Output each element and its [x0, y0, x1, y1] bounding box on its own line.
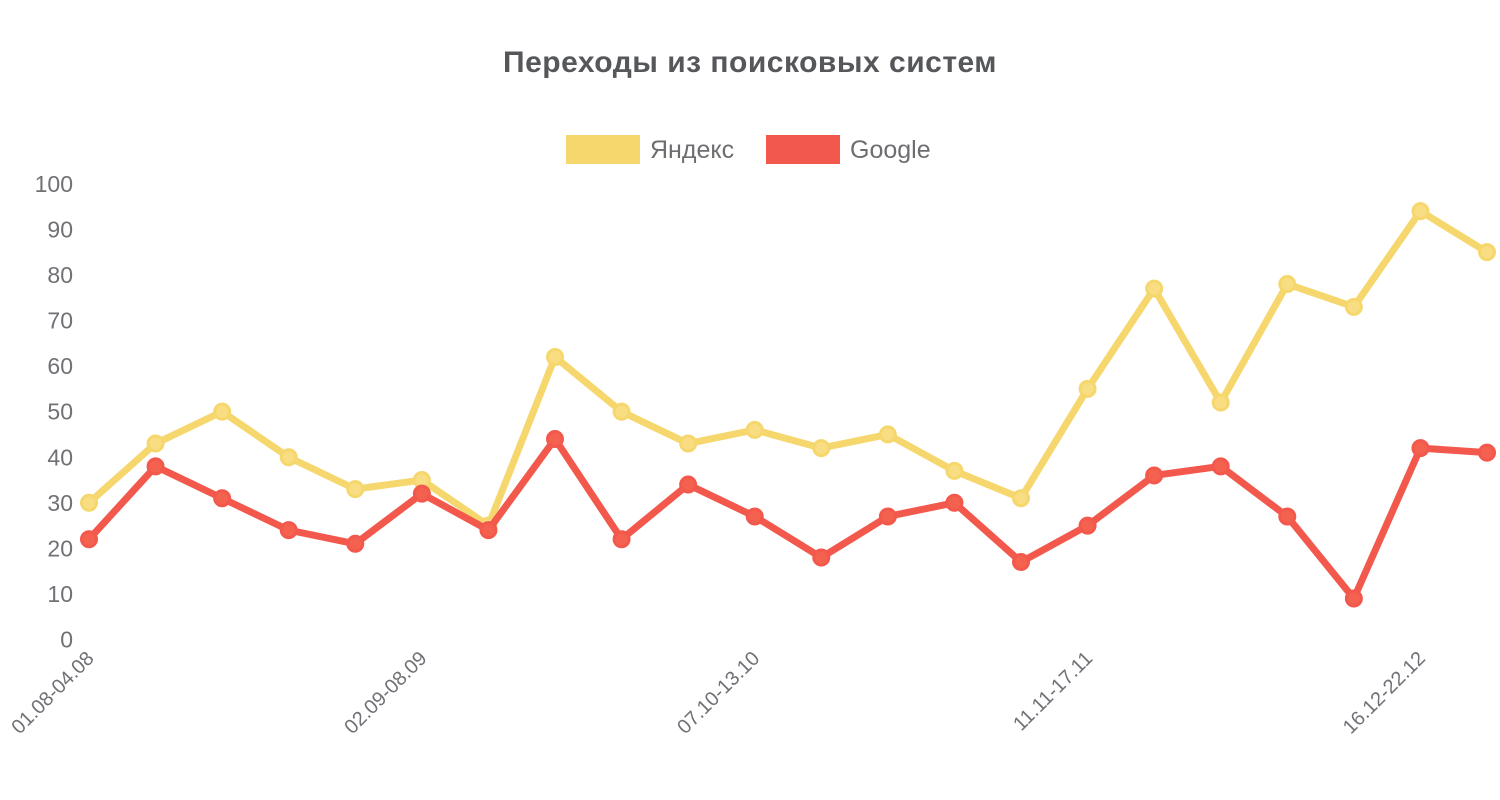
- data-point-google: [146, 457, 165, 476]
- data-point-yandex: [346, 480, 365, 499]
- data-point-yandex: [213, 402, 232, 421]
- series-lines: [80, 202, 1496, 608]
- x-axis-tick-label: 07.10-13.10: [673, 647, 764, 738]
- data-point-yandex: [1012, 489, 1030, 508]
- legend-item-yandex[interactable]: Яндекс: [566, 135, 734, 164]
- data-point-yandex: [612, 402, 631, 421]
- data-point-yandex: [679, 434, 698, 453]
- data-point-google: [812, 548, 831, 567]
- y-axis-tick-label: 10: [47, 581, 73, 607]
- x-axis-tick-label: 01.08-04.08: [7, 647, 98, 738]
- series-line-yandex: [85, 207, 1491, 530]
- data-point-google: [412, 484, 431, 503]
- data-point-google: [878, 507, 897, 526]
- y-axis-tick-label: 70: [47, 308, 73, 334]
- x-axis: 01.08-04.08 02.09-08.09 07.10-13.10 11.11-1…: [7, 647, 1429, 738]
- data-point-yandex: [1211, 393, 1230, 412]
- data-point-yandex: [1278, 275, 1297, 294]
- x-axis-tick-label: 16.12-22.12: [1339, 647, 1430, 738]
- data-point-google: [1012, 553, 1030, 572]
- data-point-google: [945, 493, 964, 512]
- data-point-yandex: [546, 347, 564, 366]
- data-point-google: [346, 534, 365, 553]
- data-point-yandex: [1478, 243, 1496, 262]
- y-axis-tick-label: 40: [47, 444, 73, 470]
- legend-swatch-yandex[interactable]: [566, 135, 640, 164]
- y-axis-tick-label: 30: [47, 490, 73, 516]
- data-point-yandex: [945, 461, 964, 480]
- y-axis-tick-label: 100: [35, 171, 73, 197]
- x-axis-tick-label: 11.11-17.11: [1009, 647, 1097, 735]
- data-point-yandex: [1078, 379, 1097, 398]
- legend-swatch-google[interactable]: [766, 135, 840, 164]
- data-point-google: [679, 475, 698, 494]
- data-point-google: [1078, 516, 1097, 535]
- data-point-yandex: [80, 493, 98, 512]
- data-point-google: [1344, 589, 1363, 608]
- data-point-google: [213, 489, 232, 508]
- data-point-yandex: [146, 434, 165, 453]
- x-axis-tick-label: 02.09-08.09: [340, 647, 431, 738]
- data-point-google: [479, 521, 498, 540]
- data-point-google: [1211, 457, 1230, 476]
- data-point-google: [1478, 443, 1496, 462]
- data-point-google: [1145, 466, 1164, 485]
- data-point-yandex: [279, 448, 298, 467]
- data-point-yandex: [1145, 279, 1164, 298]
- data-point-google: [1278, 507, 1297, 526]
- y-axis-tick-label: 90: [47, 216, 73, 242]
- legend-item-google[interactable]: Google: [766, 135, 931, 164]
- y-axis: 0 10 20 30 40 50 60 70 80 90 100: [35, 171, 73, 653]
- y-axis-tick-label: 20: [47, 535, 73, 561]
- series-line-google: [85, 435, 1491, 602]
- data-point-yandex: [745, 420, 764, 439]
- data-point-google: [80, 530, 98, 549]
- y-axis-tick-label: 60: [47, 353, 73, 379]
- chart-legend: Яндекс Google: [566, 135, 931, 164]
- y-axis-tick-label: 50: [47, 399, 73, 425]
- data-point-yandex: [812, 439, 831, 458]
- data-point-google: [1411, 439, 1430, 458]
- legend-label-google[interactable]: Google: [850, 136, 931, 164]
- data-point-google: [612, 530, 631, 549]
- chart-title: Переходы из поисковых систем: [503, 46, 997, 79]
- data-point-google: [546, 429, 564, 448]
- data-point-google: [745, 507, 764, 526]
- data-point-google: [279, 521, 298, 540]
- y-axis-tick-label: 80: [47, 262, 73, 288]
- data-point-yandex: [878, 425, 897, 444]
- legend-label-yandex[interactable]: Яндекс: [650, 136, 734, 164]
- y-axis-tick-label: 0: [60, 627, 73, 653]
- data-point-yandex: [1411, 202, 1430, 221]
- data-point-yandex: [1344, 297, 1363, 316]
